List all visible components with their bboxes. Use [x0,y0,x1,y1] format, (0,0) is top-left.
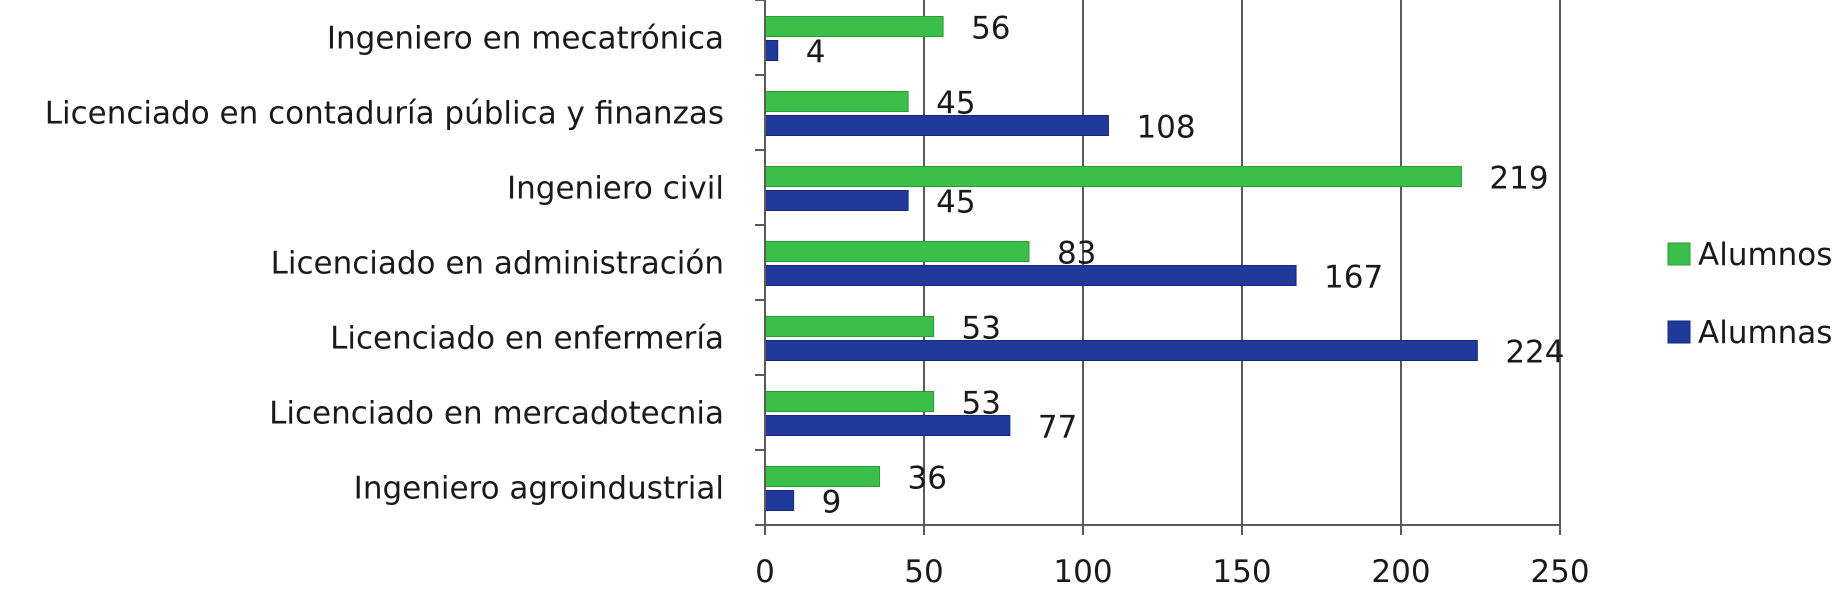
bar-alumnos [764,316,935,337]
bar-alumnas [764,40,779,61]
x-tick-label: 150 [1212,554,1271,590]
data-labels: 56 4 45 108 219 45 83 167 53 224 53 77 36 9 [806,11,1565,521]
legend-swatch-alumnos [1667,242,1691,266]
data-label: 53 [962,386,1001,422]
category-label: Ingeniero en mecatrónica [327,21,724,57]
legend-label-alumnos: Alumnos [1698,237,1832,273]
x-tick-label: 200 [1371,554,1430,590]
bar-alumnos [764,241,1030,262]
data-label: 45 [936,185,975,221]
category-label: Licenciado en administración [271,246,724,282]
data-label: 4 [806,35,826,71]
legend-swatch-alumnas [1667,320,1691,344]
data-label: 36 [907,461,946,497]
category-label: Ingeniero civil [507,171,724,207]
bar-alumnos [764,466,880,487]
x-tick-label: 50 [904,554,943,590]
x-tick-label: 100 [1053,554,1112,590]
bar-alumnos [764,391,935,412]
bar-alumnas [764,190,909,211]
category-label: Licenciado en contaduría pública y finan… [45,96,724,132]
data-label: 77 [1038,410,1077,446]
category-label: Ingeniero agroindustrial [354,471,724,507]
legend: Alumnos Alumnas [1667,237,1832,351]
category-label: Licenciado en mercadotecnia [269,396,724,432]
data-label: 167 [1324,260,1383,296]
bar-alumnas [764,340,1478,361]
bar-alumnos [764,16,944,37]
data-label: 224 [1505,335,1564,371]
bars [764,16,1478,511]
data-label: 45 [936,86,975,122]
data-label: 53 [962,311,1001,347]
grid-lines [923,0,1561,525]
data-label: 83 [1057,236,1096,272]
bar-alumnas [764,490,795,511]
axes [755,0,1561,535]
legend-label-alumnas: Alumnas [1698,315,1832,351]
x-tick-labels: 0 50 100 150 200 250 [755,554,1589,590]
data-label: 219 [1489,161,1548,197]
data-label: 56 [971,11,1010,47]
bar-alumnos [764,166,1462,187]
bar-alumnos [764,91,909,112]
x-tick-label: 0 [755,554,775,590]
x-tick-label: 250 [1530,554,1589,590]
category-labels: Ingeniero en mecatrónica Licenciado en co… [45,21,724,507]
data-label: 108 [1136,110,1195,146]
category-label: Licenciado en enfermería [330,321,724,357]
data-label: 9 [822,485,842,521]
bar-alumnas [764,265,1297,286]
